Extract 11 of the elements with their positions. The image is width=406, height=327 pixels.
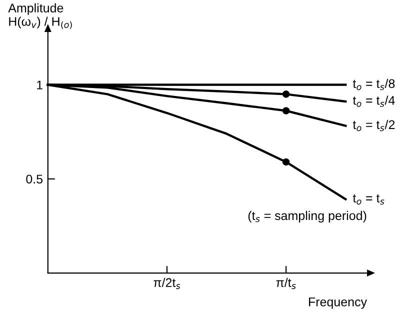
y-tick-label: 1 [37, 80, 42, 90]
y-tick-label: 0.5 [26, 174, 43, 184]
series-label: t$_{o}$ = t$_{s}$ [352, 194, 384, 205]
series-label: t$_{o}$ = t$_{s}$/2 [352, 120, 395, 132]
series-label: t$_{o}$ = t$_{s}$/8 [352, 78, 395, 90]
x-tick-label: π/2t$_{s}$ [154, 278, 180, 290]
series-label: t$_{o}$ = t$_{s}$/4 [352, 96, 395, 107]
x-axis-title: Frequency [308, 298, 368, 309]
y-axis-title: Amplitude H(ω$_{v}$) / H$_{(o)}$ [8, 3, 72, 30]
annotation: (t$_{s}$ = sampling period) [248, 210, 366, 223]
x-tick-label: π/t$_{s}$ [276, 278, 296, 290]
